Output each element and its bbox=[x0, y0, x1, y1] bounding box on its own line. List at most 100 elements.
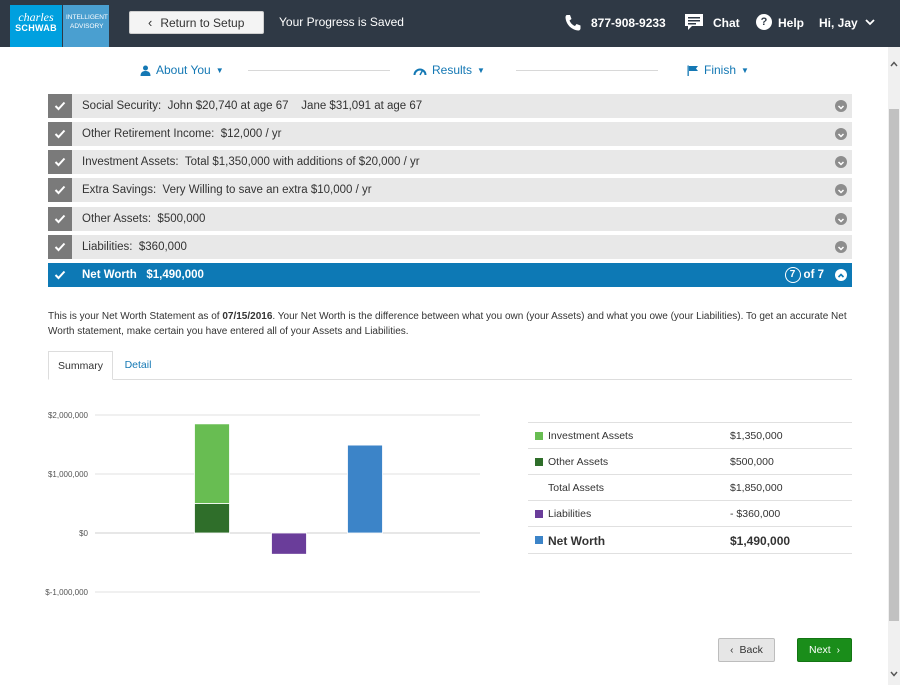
accordion-detail: $360,000 bbox=[138, 241, 187, 253]
accordion-label: Other Retirement Income: bbox=[82, 128, 215, 140]
summary-row: Total Assets $1,850,000 bbox=[528, 474, 852, 500]
accordion-label: Extra Savings: bbox=[82, 184, 157, 196]
help-label[interactable]: Help bbox=[778, 16, 805, 30]
help-icon[interactable]: ? bbox=[756, 14, 772, 30]
y-tick-label: $1,000,000 bbox=[48, 470, 89, 479]
step-total: of 7 bbox=[803, 269, 824, 281]
caret-down-icon: ▼ bbox=[477, 65, 485, 75]
page-scrollbar[interactable] bbox=[888, 47, 900, 685]
checkmark-icon bbox=[48, 122, 72, 146]
logo-line2: SCHWAB bbox=[15, 23, 57, 33]
checkmark-icon bbox=[48, 207, 72, 231]
summary-row: Investment Assets $1,350,000 bbox=[528, 422, 852, 448]
next-label: Next bbox=[809, 644, 831, 656]
logo-sub1: INTELLIGENT bbox=[66, 14, 108, 21]
summary-label: Net Worth bbox=[548, 534, 606, 548]
return-to-setup-button[interactable]: ‹ Return to Setup bbox=[129, 11, 264, 34]
logo-sub2: ADVISORY bbox=[70, 23, 104, 30]
step-label: About You bbox=[156, 63, 211, 77]
return-label: Return to Setup bbox=[160, 15, 245, 30]
chat-icon[interactable] bbox=[684, 13, 704, 37]
accordion-detail: John $20,740 at age 67 Jane $31,091 at a… bbox=[167, 100, 423, 112]
schwab-logo[interactable]: charles SCHWAB bbox=[10, 5, 62, 47]
bar-investment-assets[interactable] bbox=[194, 423, 230, 504]
y-tick-label: $-1,000,000 bbox=[45, 588, 88, 597]
accordion-label: Investment Assets: bbox=[82, 156, 179, 168]
legend-swatch bbox=[535, 458, 543, 466]
accordion-investment-assets[interactable]: Investment Assets: Total $1,350,000 with… bbox=[48, 150, 852, 174]
summary-value: $1,490,000 bbox=[730, 534, 791, 548]
y-tick-label: $2,000,000 bbox=[48, 411, 89, 420]
summary-value: $1,350,000 bbox=[730, 430, 783, 442]
chevron-up-icon[interactable] bbox=[835, 269, 847, 281]
accordion-label: Net Worth bbox=[82, 269, 137, 281]
next-button[interactable]: Next › bbox=[797, 638, 852, 662]
back-button[interactable]: ‹ Back bbox=[718, 638, 775, 662]
statement-part1: This is your Net Worth Statement as of bbox=[48, 311, 223, 322]
scroll-up-icon[interactable] bbox=[888, 57, 900, 69]
statement-part2: . Your Net Worth is the difference betwe… bbox=[48, 311, 847, 337]
step-label: Finish bbox=[704, 63, 737, 77]
chevron-down-icon[interactable] bbox=[835, 156, 847, 168]
summary-row: Liabilities - $360,000 bbox=[528, 500, 852, 526]
summary-row-net-worth: Net Worth $1,490,000 bbox=[528, 526, 852, 554]
bar-liabilities[interactable] bbox=[271, 532, 307, 555]
accordion-other-assets[interactable]: Other Assets: $500,000 bbox=[48, 207, 852, 231]
chevron-right-icon: › bbox=[836, 644, 840, 656]
gauge-icon bbox=[413, 68, 427, 75]
step-about-you[interactable]: About You ▼ bbox=[140, 63, 224, 77]
scroll-down-icon[interactable] bbox=[888, 667, 900, 679]
net-worth-chart: $2,000,000 $1,000,000 $0 $-1,000,000 bbox=[45, 411, 480, 597]
phone-number[interactable]: 877-908-9233 bbox=[591, 16, 666, 30]
tab-detail[interactable]: Detail bbox=[124, 359, 152, 371]
chevron-down-icon[interactable] bbox=[835, 213, 847, 225]
flag-icon bbox=[687, 65, 698, 76]
summary-label: Liabilities bbox=[548, 508, 592, 520]
top-header: charles SCHWAB INTELLIGENT ADVISORY ‹ Re… bbox=[0, 0, 900, 47]
chevron-down-icon[interactable] bbox=[835, 100, 847, 112]
step-finish[interactable]: Finish ▼ bbox=[687, 63, 749, 77]
net-worth-statement-text: This is your Net Worth Statement as of 0… bbox=[48, 309, 858, 339]
bar-net-worth[interactable] bbox=[347, 444, 383, 534]
checkmark-icon bbox=[48, 263, 72, 287]
chevron-down-icon[interactable] bbox=[835, 241, 847, 253]
chevron-down-icon[interactable] bbox=[864, 15, 876, 33]
phone-icon bbox=[563, 13, 583, 38]
accordion-detail: $500,000 bbox=[157, 213, 206, 225]
tab-summary[interactable]: Summary bbox=[48, 351, 113, 380]
chevron-left-icon: ‹ bbox=[148, 15, 153, 30]
summary-label: Investment Assets bbox=[548, 430, 634, 442]
accordion-label: Liabilities: bbox=[82, 241, 133, 253]
person-icon bbox=[140, 65, 151, 76]
scroll-thumb[interactable] bbox=[889, 109, 899, 621]
summary-value: $1,850,000 bbox=[730, 482, 783, 494]
accordion-extra-savings[interactable]: Extra Savings: Very Willing to save an e… bbox=[48, 178, 852, 202]
summary-label: Other Assets bbox=[548, 456, 609, 468]
accordion-social-security[interactable]: Social Security: John $20,740 at age 67 … bbox=[48, 94, 852, 118]
step-divider bbox=[248, 70, 390, 71]
summary-table: Investment Assets $1,350,000 Other Asset… bbox=[528, 422, 852, 554]
legend-swatch bbox=[535, 536, 543, 544]
user-menu[interactable]: Hi, Jay bbox=[819, 16, 858, 30]
legend-swatch bbox=[535, 510, 543, 518]
progress-saved-text: Your Progress is Saved bbox=[279, 15, 404, 29]
chat-label[interactable]: Chat bbox=[713, 16, 740, 30]
accordion-liabilities[interactable]: Liabilities: $360,000 bbox=[48, 235, 852, 259]
intelligent-advisory-logo: INTELLIGENT ADVISORY bbox=[63, 5, 109, 47]
checkmark-icon bbox=[48, 150, 72, 174]
chevron-left-icon: ‹ bbox=[730, 644, 734, 656]
step-label: Results bbox=[432, 63, 473, 77]
y-tick-label: $0 bbox=[79, 529, 88, 538]
legend-swatch bbox=[535, 432, 543, 440]
accordion-other-retirement-income[interactable]: Other Retirement Income: $12,000 / yr bbox=[48, 122, 852, 146]
step-results[interactable]: Results ▼ bbox=[413, 63, 485, 77]
chevron-down-icon[interactable] bbox=[835, 128, 847, 140]
checkmark-icon bbox=[48, 94, 72, 118]
summary-value: $500,000 bbox=[730, 456, 774, 468]
accordion-detail: $1,490,000 bbox=[146, 269, 204, 281]
accordion-net-worth[interactable]: Net Worth $1,490,000 7 of 7 bbox=[48, 263, 852, 287]
summary-label: Total Assets bbox=[548, 482, 605, 494]
back-label: Back bbox=[739, 644, 763, 656]
chevron-down-icon[interactable] bbox=[835, 184, 847, 196]
bar-other-assets[interactable] bbox=[194, 503, 230, 534]
